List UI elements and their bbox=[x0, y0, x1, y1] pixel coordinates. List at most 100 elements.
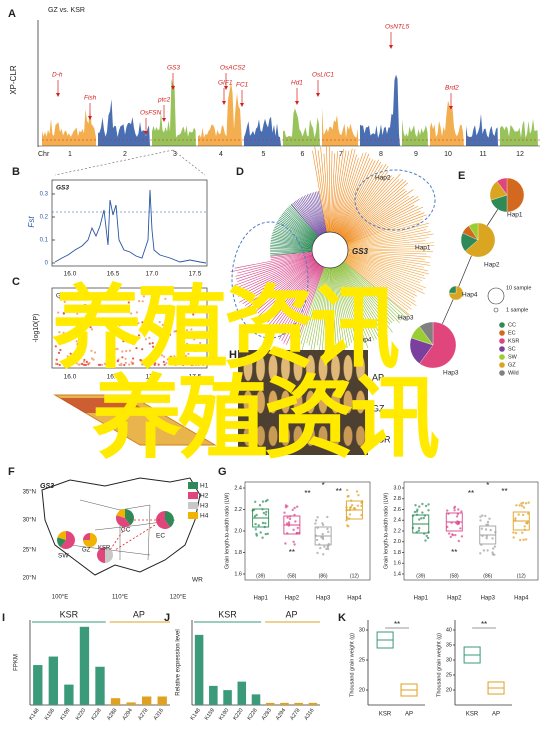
sample-point bbox=[514, 531, 518, 535]
y-tick-label: 40 bbox=[446, 627, 452, 633]
grain bbox=[330, 390, 341, 414]
tree-branch bbox=[300, 197, 322, 235]
gene-label: D-h bbox=[52, 72, 63, 79]
sample-point bbox=[518, 504, 521, 507]
sig-label: ** bbox=[289, 548, 295, 557]
assoc-point bbox=[175, 330, 178, 333]
sig-label: * bbox=[322, 481, 325, 490]
grain bbox=[293, 390, 303, 414]
tree-branch bbox=[335, 267, 361, 345]
assoc-point bbox=[87, 363, 90, 366]
region-label: SW bbox=[58, 553, 69, 560]
sample-point bbox=[326, 527, 329, 531]
tree-branch bbox=[347, 248, 428, 251]
tree-branch bbox=[333, 148, 353, 233]
bar bbox=[209, 685, 218, 705]
assoc-point bbox=[64, 360, 67, 363]
region-label: CC bbox=[121, 527, 131, 534]
tree-branch bbox=[285, 208, 318, 238]
size-legend-label: 10 sample bbox=[506, 285, 531, 291]
pie-slice bbox=[496, 177, 508, 196]
assoc-point bbox=[166, 358, 169, 361]
assoc-point bbox=[121, 356, 124, 359]
y-tick-label: 0 bbox=[45, 261, 49, 267]
tree-branch bbox=[339, 265, 384, 335]
tree-branch bbox=[336, 266, 369, 342]
assoc-point bbox=[167, 334, 170, 337]
tree-branch bbox=[335, 153, 364, 234]
group-label: KSR bbox=[218, 609, 237, 619]
assoc-point bbox=[93, 351, 97, 354]
grain bbox=[343, 425, 353, 447]
tree-branch bbox=[346, 218, 423, 245]
pie-slice bbox=[165, 511, 174, 528]
sample-point bbox=[287, 521, 291, 524]
assoc-point bbox=[202, 363, 205, 366]
gene-label: GS3 bbox=[167, 65, 180, 72]
tree-branch bbox=[340, 171, 389, 236]
plot-frame bbox=[51, 179, 208, 267]
sample-point bbox=[484, 528, 488, 531]
sample-point bbox=[493, 545, 497, 548]
assoc-point bbox=[125, 349, 128, 353]
tree-branch bbox=[346, 206, 424, 243]
tree-branch bbox=[247, 260, 317, 315]
assoc-point bbox=[144, 338, 147, 341]
region-label: EC bbox=[156, 533, 165, 540]
legend-swatch bbox=[499, 338, 505, 344]
bar bbox=[294, 702, 303, 705]
tree-branch bbox=[296, 199, 321, 236]
tree-branch bbox=[344, 260, 409, 311]
assoc-point bbox=[126, 310, 129, 313]
assoc-point bbox=[63, 320, 66, 323]
hap-label: Hap1 bbox=[507, 212, 523, 219]
x-label: Chromosome 3 (Mb) bbox=[100, 383, 160, 390]
tree-branch bbox=[347, 222, 430, 246]
assoc-point bbox=[106, 332, 109, 335]
group-label: AP bbox=[133, 609, 145, 619]
panel-label: F bbox=[8, 466, 15, 478]
zoom-lines bbox=[54, 149, 206, 176]
sample-point bbox=[261, 521, 265, 525]
lon-label: 110°E bbox=[112, 595, 128, 601]
tree-branch bbox=[347, 251, 425, 260]
sample-point bbox=[451, 533, 454, 536]
tree-branch bbox=[347, 233, 434, 248]
assoc-point bbox=[163, 363, 166, 366]
sample-point bbox=[422, 516, 425, 520]
lon-label: 120°E bbox=[170, 595, 186, 601]
assoc-point bbox=[82, 347, 85, 350]
assoc-point bbox=[173, 330, 176, 333]
assoc-point bbox=[71, 333, 74, 336]
tree-branch bbox=[343, 188, 405, 239]
tree-branch bbox=[332, 267, 348, 348]
tree-branch bbox=[344, 259, 412, 306]
tree-branch bbox=[343, 261, 410, 317]
sample-point bbox=[492, 547, 495, 550]
gene-arrow-head bbox=[222, 101, 226, 105]
tree-branch bbox=[334, 149, 356, 233]
y-label: Fst bbox=[27, 216, 36, 228]
assoc-point bbox=[69, 352, 72, 355]
grain bbox=[280, 354, 291, 382]
tree-branch bbox=[337, 266, 375, 341]
assoc-point bbox=[196, 359, 199, 362]
assoc-point bbox=[187, 361, 191, 364]
tree-branch bbox=[270, 252, 313, 259]
tree-branch bbox=[244, 260, 316, 310]
gene-label: Brd2 bbox=[445, 85, 459, 92]
size-legend-label: 1 sample bbox=[506, 307, 528, 313]
tree-branch bbox=[279, 216, 316, 241]
tree-branch bbox=[308, 267, 327, 346]
group-label: KSR bbox=[60, 609, 79, 619]
tree-branch bbox=[344, 195, 409, 241]
sample-point bbox=[523, 525, 526, 528]
legend-label: H4 bbox=[200, 513, 209, 520]
tree-branch bbox=[341, 263, 395, 322]
tree-branch bbox=[333, 267, 353, 343]
tree-branch bbox=[295, 266, 325, 344]
hap-outline bbox=[231, 221, 309, 339]
tree-branch bbox=[320, 147, 329, 233]
chromosome-label: 8 bbox=[379, 151, 383, 158]
y-label: Grain length-to-width ratio (LW) bbox=[224, 493, 230, 569]
